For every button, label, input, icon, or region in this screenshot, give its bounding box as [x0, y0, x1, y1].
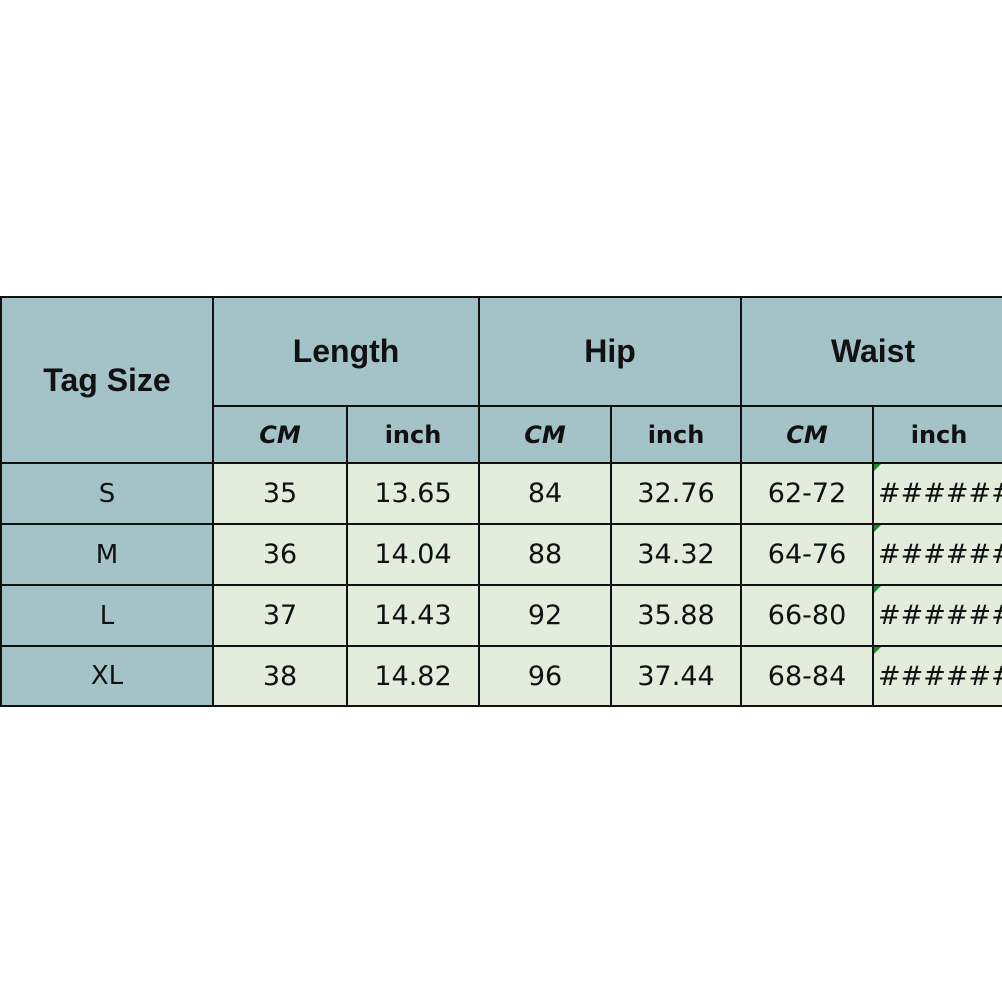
value-cell: 14.82 [345, 645, 481, 707]
value-cell: 32.76 [610, 462, 743, 525]
error-indicator-icon [875, 465, 882, 471]
unit-header: inch [610, 405, 743, 464]
error-indicator-icon [875, 648, 882, 654]
overflow-value: ###### [878, 539, 1002, 570]
value-cell: ###### [872, 645, 1002, 707]
unit-header: CM [212, 405, 348, 464]
unit-header: CM [478, 405, 613, 464]
value-cell: 64-76 [740, 523, 875, 586]
table-row: L 37 14.43 92 35.88 66-80 ###### [0, 584, 1002, 647]
length-header: Length [211, 296, 481, 407]
tag-size-cell: L [0, 584, 214, 647]
value-cell: 14.43 [345, 584, 481, 647]
tag-size-cell: M [0, 523, 214, 586]
overflow-value: ###### [878, 478, 1002, 509]
tag-size-header: Tag Size [0, 296, 214, 464]
value-cell: 35.88 [610, 584, 743, 647]
size-chart-table: Tag Size Length Hip Waist CM inch CM inch CM… [0, 296, 1002, 707]
value-cell: ###### [872, 523, 1002, 586]
overflow-value: ###### [878, 660, 1002, 692]
table-row: M 36 14.04 88 34.32 64-76 ###### [0, 523, 1002, 586]
value-cell: 14.04 [345, 523, 481, 586]
value-cell: 68-84 [740, 645, 875, 707]
value-cell: 38 [212, 645, 348, 707]
overflow-value: ###### [878, 600, 1002, 631]
value-cell: 35 [212, 462, 348, 525]
value-cell: 92 [478, 584, 613, 647]
table-row: S 35 13.65 84 32.76 62-72 ###### [0, 462, 1002, 525]
value-cell: 96 [478, 645, 613, 707]
value-cell: 13.65 [345, 462, 481, 525]
value-cell: 62-72 [740, 462, 875, 525]
value-cell: ###### [872, 584, 1002, 647]
value-cell: 34.32 [610, 523, 743, 586]
tag-size-cell: XL [0, 645, 214, 707]
tag-size-cell: S [0, 462, 214, 525]
unit-header: CM [740, 405, 875, 464]
waist-header: Waist [740, 296, 1002, 407]
value-cell: 36 [212, 523, 348, 586]
error-indicator-icon [875, 526, 882, 532]
value-cell: 66-80 [740, 584, 875, 647]
value-cell: 88 [478, 523, 613, 586]
value-cell: 37 [212, 584, 348, 647]
error-indicator-icon [875, 587, 882, 593]
unit-header: inch [872, 405, 1002, 464]
value-cell: ###### [872, 462, 1002, 525]
value-cell: 84 [478, 462, 613, 525]
table-row: XL 38 14.82 96 37.44 68-84 ###### [0, 645, 1002, 707]
unit-header: inch [345, 405, 481, 464]
value-cell: 37.44 [610, 645, 743, 707]
hip-header: Hip [478, 296, 743, 407]
